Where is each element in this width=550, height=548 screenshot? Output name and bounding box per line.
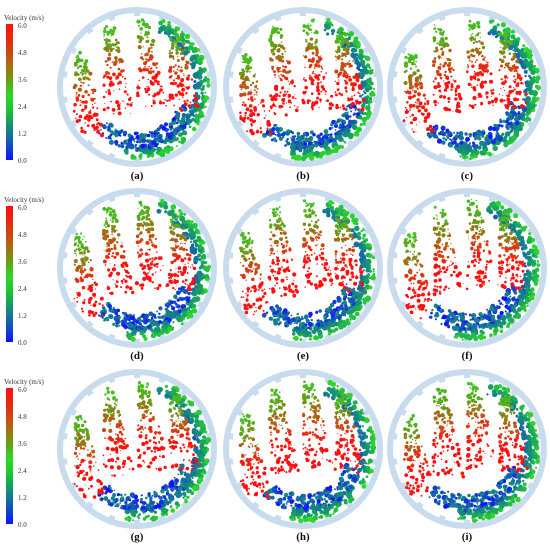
colorbar-tick: 6.0 [18, 204, 27, 212]
simulation-panel-d [52, 183, 222, 353]
particle-field-image [57, 188, 217, 348]
colorbar-tick: 1.2 [18, 494, 27, 502]
panel-label-h: (h) [296, 531, 310, 543]
colorbar-tick: 1.2 [18, 312, 27, 320]
colorbar-tick: 1.2 [18, 130, 27, 138]
simulation-panel-a [52, 2, 222, 172]
panel-label-a: (a) [130, 170, 144, 182]
colorbar-tick: 2.4 [18, 285, 27, 293]
colorbar-title: Velocity (m/s) [4, 196, 44, 204]
panel-label-d: (d) [130, 350, 144, 362]
simulation-panel-i [382, 364, 550, 534]
lifter-bars [225, 190, 381, 346]
panel-label-f: (f) [461, 350, 473, 362]
colorbar-title: Velocity (m/s) [4, 14, 44, 22]
lifter-bars [59, 190, 215, 346]
blue-particle-bed [262, 103, 360, 151]
lifter-bars [225, 9, 381, 165]
red-cascade-particles [239, 199, 366, 316]
colorbar-tick: 4.8 [18, 231, 27, 239]
panel-label-e: (e) [296, 350, 310, 362]
blue-particle-bed [428, 465, 523, 513]
red-cascade-particles [238, 380, 364, 499]
panel-label-i: (i) [461, 531, 473, 543]
simulation-panel-e [218, 183, 388, 353]
blue-particle-bed [262, 463, 361, 513]
particle-field-image [387, 188, 547, 348]
particle-field-image [223, 7, 383, 167]
blue-particle-bed [261, 283, 361, 331]
colorbar-row2: Velocity (m/s) 6.0 4.8 3.6 2.4 1.2 0.0 [2, 196, 54, 347]
panel-label-g: (g) [130, 531, 144, 543]
red-cascade-particles [403, 199, 525, 320]
colorbar-tick: 2.4 [18, 103, 27, 111]
colorbar-tick: 4.8 [18, 49, 27, 57]
colorbar-gradient [6, 388, 13, 524]
particle-field-image [57, 369, 217, 529]
particle-field-image [57, 7, 217, 167]
blue-particle-bed [98, 103, 197, 151]
colorbar-gradient [6, 206, 13, 342]
red-cascade-particles [73, 200, 198, 317]
blue-particle-bed [97, 463, 196, 512]
colorbar-tick: 0.0 [18, 339, 27, 347]
colorbar-tick: 6.0 [18, 386, 27, 394]
panel-label-c: (c) [460, 170, 474, 182]
red-cascade-particles [72, 18, 201, 138]
simulation-panel-f [382, 183, 550, 353]
colorbar-tick: 3.6 [18, 76, 27, 84]
red-cascade-particles [402, 19, 528, 133]
simulation-panel-b [218, 2, 388, 172]
particle-field-image [223, 369, 383, 529]
panel-label-b: (b) [296, 170, 310, 182]
simulation-panel-c [382, 2, 550, 172]
simulation-panel-h [218, 364, 388, 534]
colorbar-tick: 0.0 [18, 521, 27, 529]
colorbar-tick: 3.6 [18, 440, 27, 448]
blue-particle-bed [98, 285, 197, 331]
particle-field-image [387, 7, 547, 167]
green-particle-band [455, 384, 541, 523]
particle-field-image [223, 188, 383, 348]
blue-particle-bed [426, 101, 527, 151]
simulation-panel-g [52, 364, 222, 534]
colorbar-tick: 2.4 [18, 467, 27, 475]
colorbar-tick: 6.0 [18, 22, 27, 30]
particle-field-image [387, 369, 547, 529]
colorbar-gradient [6, 24, 13, 160]
red-cascade-particles [73, 381, 199, 499]
red-cascade-particles [238, 18, 367, 136]
colorbar-row3: Velocity (m/s) 6.0 4.8 3.6 2.4 1.2 0.0 [2, 378, 54, 529]
colorbar-title: Velocity (m/s) [4, 378, 44, 386]
blue-particle-bed [428, 284, 526, 332]
colorbar-tick: 3.6 [18, 258, 27, 266]
colorbar-tick: 4.8 [18, 413, 27, 421]
red-cascade-particles [403, 382, 529, 497]
colorbar-row1: Velocity (m/s) 6.0 4.8 3.6 2.4 1.2 0.0 [2, 14, 54, 165]
colorbar-tick: 0.0 [18, 157, 27, 165]
